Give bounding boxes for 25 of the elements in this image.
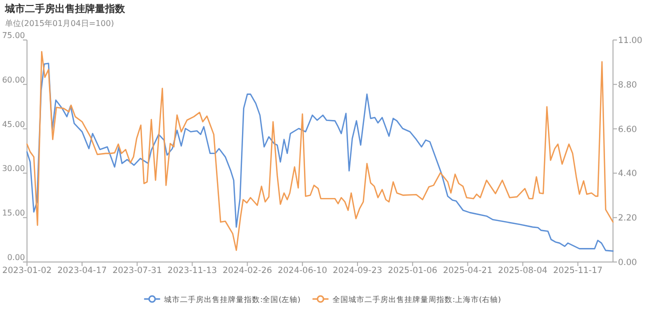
x-tick-label: 2023-01-02 [2, 266, 52, 276]
x-tick-label: 2025-11-17 [553, 266, 603, 276]
x-tick-label: 2023-11-13 [168, 266, 217, 276]
y-tick-label: 45.00 [2, 120, 25, 129]
y2-tick-label: 6.60 [618, 124, 637, 135]
x-tick-label: 2025-01-06 [388, 266, 438, 276]
y2-tick-label: 8.80 [618, 80, 637, 90]
x-tick-label: 2023-04-17 [57, 266, 107, 276]
x-tick-label: 2025-08-04 [498, 266, 548, 276]
y-tick-label: 15.00 [2, 208, 25, 218]
chart-title: 城市二手房出售挂牌量指数 [4, 3, 126, 15]
x-tick-label: 2024-09-23 [332, 266, 382, 276]
y2-tick-label: 2.20 [618, 214, 637, 224]
x-tick-label: 2023-07-31 [112, 266, 162, 276]
y2-tick-label: 4.40 [618, 169, 637, 180]
y-tick-label: 75.00 [2, 31, 25, 40]
x-tick-label: 2024-02-26 [222, 266, 272, 276]
chart-subtitle: 单位(2015年01月04日=100) [5, 19, 114, 28]
y2-tick-label: 11.00 [618, 36, 642, 46]
y-tick-label: 0.00 [7, 253, 25, 262]
y2-tick-label: 0.00 [618, 258, 637, 268]
x-tick-label: 2025-04-21 [442, 266, 492, 276]
y-tick-label: 30.00 [2, 164, 25, 174]
y-tick-label: 60.00 [2, 75, 25, 84]
x-tick-label: 2024-06-10 [278, 266, 328, 276]
